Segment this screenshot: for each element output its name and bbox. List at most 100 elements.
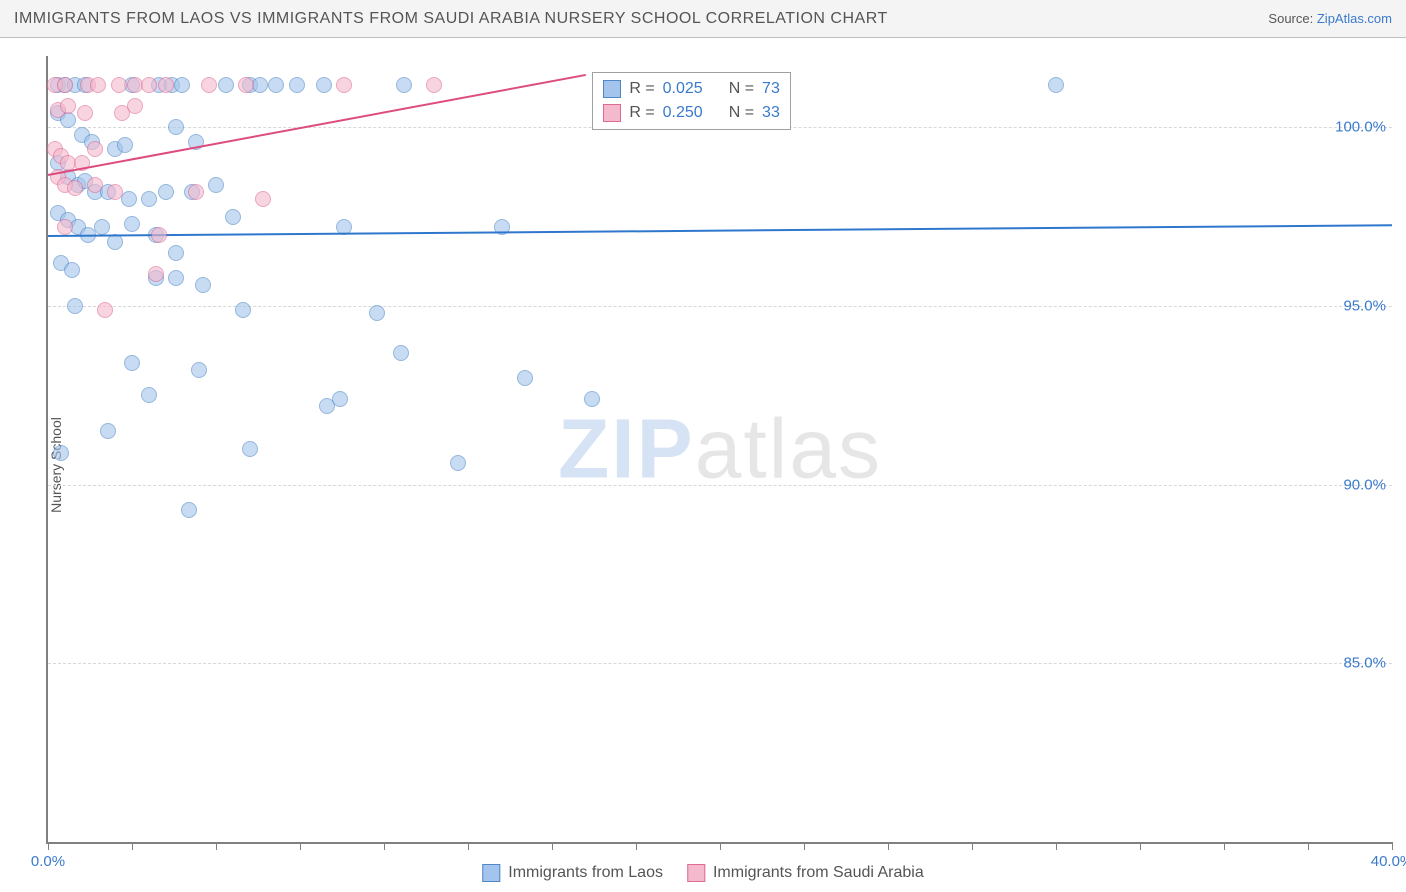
scatter-point (238, 77, 254, 93)
scatter-point (53, 445, 69, 461)
scatter-point (148, 266, 164, 282)
scatter-point (124, 355, 140, 371)
watermark: ZIPatlas (558, 401, 882, 498)
y-tick-label: 85.0% (1343, 655, 1386, 672)
scatter-point (235, 302, 251, 318)
y-tick-label: 100.0% (1335, 119, 1386, 136)
scatter-point (218, 77, 234, 93)
x-tick (216, 842, 217, 850)
legend-r-value: 0.250 (663, 101, 703, 125)
x-tick (804, 842, 805, 850)
scatter-point (225, 209, 241, 225)
chart-header: IMMIGRANTS FROM LAOS VS IMMIGRANTS FROM … (0, 0, 1406, 38)
legend-r-value: 0.025 (663, 77, 703, 101)
scatter-point (117, 137, 133, 153)
scatter-point (191, 362, 207, 378)
scatter-plot: ZIPatlas 85.0%90.0%95.0%100.0%0.0%40.0%R… (46, 56, 1392, 844)
source-label: Source: (1268, 11, 1313, 26)
scatter-point (87, 141, 103, 157)
legend-correlation-box: R =0.025N =73R =0.250N =33 (592, 72, 791, 130)
scatter-point (158, 184, 174, 200)
x-tick (384, 842, 385, 850)
legend-swatch (687, 864, 705, 882)
scatter-point (242, 441, 258, 457)
x-tick (132, 842, 133, 850)
x-tick (1140, 842, 1141, 850)
scatter-point (369, 305, 385, 321)
scatter-point (396, 77, 412, 93)
legend-swatch (482, 864, 500, 882)
chart-title: IMMIGRANTS FROM LAOS VS IMMIGRANTS FROM … (14, 10, 888, 28)
scatter-point (195, 277, 211, 293)
x-tick (1056, 842, 1057, 850)
gridline (48, 663, 1392, 664)
scatter-point (584, 391, 600, 407)
scatter-point (94, 219, 110, 235)
scatter-point (255, 191, 271, 207)
x-tick (1308, 842, 1309, 850)
legend-item: Immigrants from Laos (482, 864, 663, 882)
scatter-point (141, 77, 157, 93)
scatter-point (141, 191, 157, 207)
scatter-point (268, 77, 284, 93)
scatter-point (332, 391, 348, 407)
x-tick-label-right: 40.0% (1371, 853, 1406, 870)
scatter-point (289, 77, 305, 93)
y-tick-label: 90.0% (1343, 476, 1386, 493)
legend-n-label: N = (729, 101, 754, 125)
x-tick-label-left: 0.0% (31, 853, 65, 870)
scatter-point (127, 98, 143, 114)
scatter-point (60, 98, 76, 114)
scatter-point (67, 180, 83, 196)
scatter-point (517, 370, 533, 386)
legend-item: Immigrants from Saudi Arabia (687, 864, 924, 882)
legend-n-value: 33 (762, 101, 780, 125)
legend-swatch (603, 80, 621, 98)
x-tick (552, 842, 553, 850)
x-tick (1224, 842, 1225, 850)
legend-n-label: N = (729, 77, 754, 101)
legend-r-label: R = (629, 77, 654, 101)
scatter-point (158, 77, 174, 93)
x-tick (972, 842, 973, 850)
scatter-point (64, 262, 80, 278)
scatter-point (124, 216, 140, 232)
scatter-point (208, 177, 224, 193)
scatter-point (426, 77, 442, 93)
scatter-point (316, 77, 332, 93)
scatter-point (181, 502, 197, 518)
scatter-point (168, 245, 184, 261)
x-tick (720, 842, 721, 850)
source-link[interactable]: ZipAtlas.com (1317, 11, 1392, 26)
watermark-zip: ZIP (558, 402, 695, 496)
x-tick (636, 842, 637, 850)
scatter-point (151, 227, 167, 243)
x-tick (468, 842, 469, 850)
scatter-point (141, 387, 157, 403)
scatter-point (188, 184, 204, 200)
trend-line (48, 224, 1392, 237)
scatter-point (87, 177, 103, 193)
legend-label: Immigrants from Saudi Arabia (713, 864, 924, 882)
scatter-point (393, 345, 409, 361)
scatter-point (100, 423, 116, 439)
scatter-point (67, 298, 83, 314)
legend-row: R = 0.250 N = 33 (603, 101, 780, 125)
legend-r-label: R = (629, 101, 654, 125)
scatter-point (97, 302, 113, 318)
plot-container: Nursery School ZIPatlas 85.0%90.0%95.0%1… (0, 38, 1406, 892)
legend-row: R =0.025N =73 (603, 77, 780, 101)
legend-label: Immigrants from Laos (508, 864, 663, 882)
legend-swatch (603, 104, 621, 122)
scatter-point (168, 270, 184, 286)
x-tick (48, 842, 49, 850)
scatter-point (1048, 77, 1064, 93)
scatter-point (174, 77, 190, 93)
gridline (48, 485, 1392, 486)
x-tick (300, 842, 301, 850)
scatter-point (107, 184, 123, 200)
legend-bottom: Immigrants from Laos Immigrants from Saud… (482, 864, 923, 882)
watermark-atlas: atlas (695, 402, 882, 496)
scatter-point (90, 77, 106, 93)
scatter-point (201, 77, 217, 93)
